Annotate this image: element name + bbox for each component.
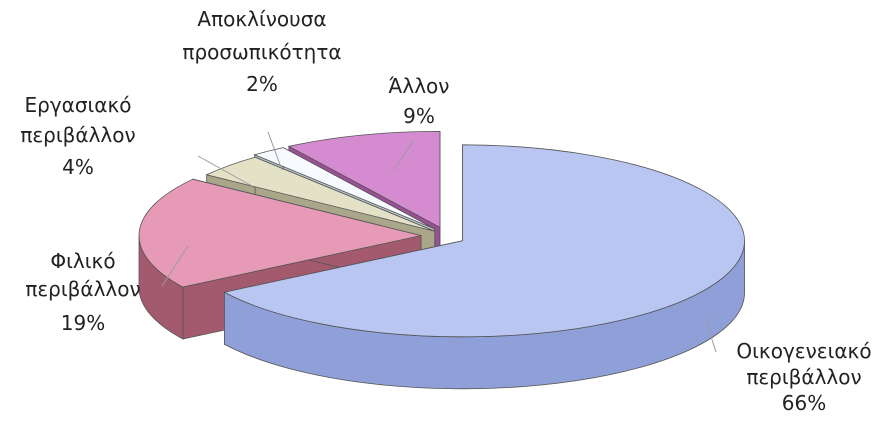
label-work-line2: περιβάλλον bbox=[20, 123, 135, 147]
label-other: Άλλον 9% bbox=[389, 74, 450, 128]
label-friends: Φιλικό περιβάλλον 19% bbox=[25, 249, 140, 335]
slice-friends-top bbox=[138, 178, 422, 288]
label-work-pct: 4% bbox=[62, 155, 94, 179]
slice-other-top bbox=[287, 130, 441, 229]
label-family-line2: περιβάλλον bbox=[746, 365, 861, 389]
leader-line-other bbox=[393, 139, 415, 171]
slice-family bbox=[223, 144, 745, 390]
slice-work-top bbox=[205, 156, 435, 232]
label-work-line1: Εργασιακό bbox=[24, 93, 131, 117]
leader-line-family bbox=[704, 317, 717, 353]
label-deviant: Αποκλίνουσα προσωπικότητα 2% bbox=[182, 7, 341, 96]
label-family-line1: Οικογενειακό bbox=[736, 339, 871, 363]
label-deviant-line2: προσωπικότητα bbox=[182, 40, 341, 64]
label-deviant-pct: 2% bbox=[246, 72, 278, 96]
label-friends-line2: περιβάλλον bbox=[25, 277, 140, 301]
label-deviant-line1: Αποκλίνουσα bbox=[197, 7, 326, 31]
label-other-line1: Άλλον bbox=[389, 74, 450, 98]
label-friends-line1: Φιλικό bbox=[50, 249, 115, 273]
label-family-pct: 66% bbox=[782, 391, 826, 415]
pie-slices bbox=[138, 130, 745, 390]
leader-line-friends bbox=[161, 245, 189, 287]
label-other-pct: 9% bbox=[403, 104, 435, 128]
label-family: Οικογενειακό περιβάλλον 66% bbox=[736, 339, 871, 415]
label-friends-pct: 19% bbox=[61, 311, 105, 335]
leader-line-deviant bbox=[267, 131, 283, 171]
slice-family-top bbox=[223, 144, 745, 338]
leader-line-work bbox=[197, 155, 253, 187]
label-work: Εργασιακό περιβάλλον 4% bbox=[20, 93, 135, 179]
slice-deviant-top bbox=[253, 147, 435, 230]
